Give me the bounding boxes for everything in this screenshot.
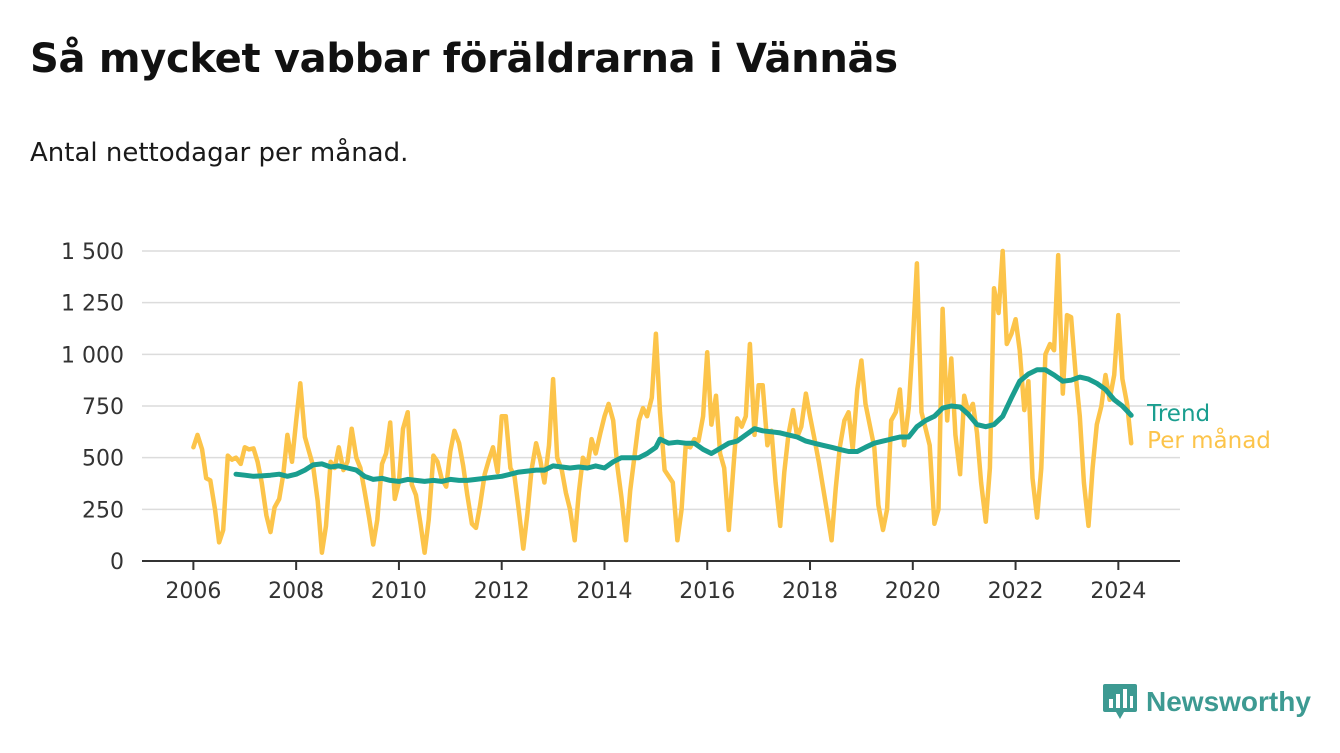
x-tick-label: 2012 bbox=[474, 579, 530, 604]
y-tick-label: 500 bbox=[82, 447, 124, 472]
series-label-trend: Trend bbox=[1146, 401, 1210, 427]
x-tick-label: 2020 bbox=[885, 579, 941, 604]
series-line-per-manad bbox=[191, 248, 1134, 555]
x-tick-label: 2016 bbox=[679, 579, 735, 604]
y-tick-label: 1 000 bbox=[61, 343, 124, 368]
y-tick-label: 1 250 bbox=[61, 292, 124, 317]
brand-name: Newsworthy bbox=[1146, 686, 1311, 717]
x-tick-label: 2018 bbox=[782, 579, 838, 604]
x-axis-ticks: 2006 2008 2010 2012 2014 2016 2018 2020 2022 2024 bbox=[165, 561, 1146, 604]
chart-title: Så mycket vabbar föräldrarna i Vännäs bbox=[30, 36, 898, 82]
x-tick-label: 2024 bbox=[1090, 579, 1146, 604]
y-axis-tick-labels: 0 250 500 750 1 000 1 250 1 500 bbox=[61, 240, 124, 575]
y-tick-label: 0 bbox=[110, 550, 124, 575]
x-tick-label: 2022 bbox=[988, 579, 1044, 604]
newsworthy-brand[interactable]: Newsworthy bbox=[1102, 682, 1311, 722]
y-tick-label: 250 bbox=[82, 498, 124, 523]
chart-subtitle: Antal nettodagar per månad. bbox=[30, 138, 409, 168]
x-tick-label: 2010 bbox=[371, 579, 427, 604]
series-label-per-manad: Per månad bbox=[1147, 426, 1271, 454]
newsworthy-logo-icon bbox=[1103, 684, 1137, 719]
y-tick-label: 750 bbox=[82, 395, 124, 420]
series-lines bbox=[191, 248, 1134, 555]
series-line-trend bbox=[233, 367, 1134, 484]
x-tick-label: 2008 bbox=[268, 579, 324, 604]
x-tick-label: 2006 bbox=[165, 579, 221, 604]
x-tick-label: 2014 bbox=[576, 579, 632, 604]
y-tick-label: 1 500 bbox=[61, 240, 124, 265]
